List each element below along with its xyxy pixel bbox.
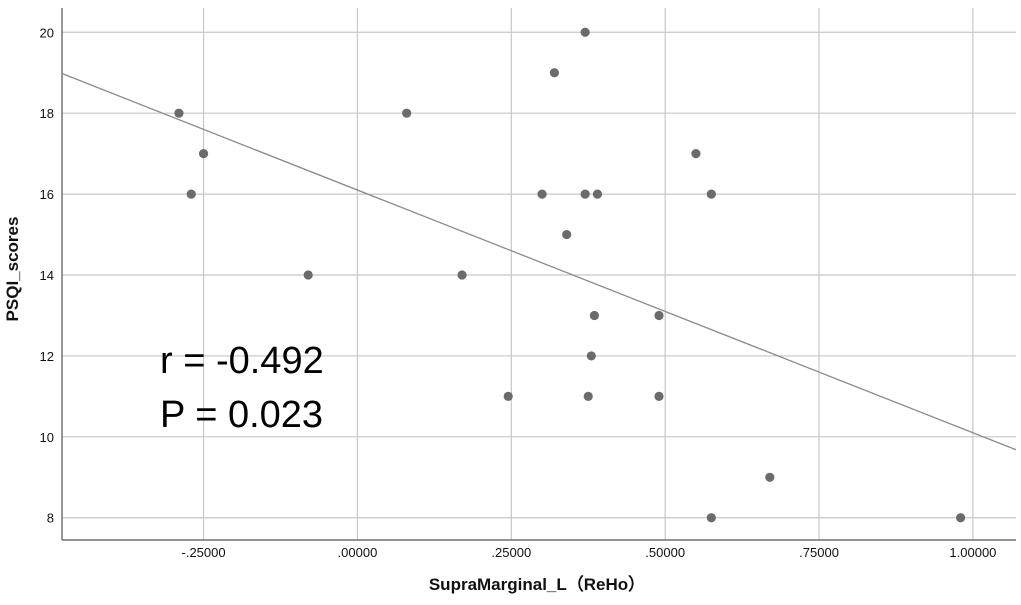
y-tick-label: 8 (47, 511, 54, 526)
x-tick-label: .25000 (491, 545, 531, 560)
y-tick-label: 12 (40, 349, 54, 364)
data-point (589, 310, 599, 321)
data-point (537, 189, 547, 199)
data-point (457, 270, 467, 280)
data-point (765, 472, 775, 482)
data-point (956, 513, 966, 523)
fit-line-group (61, 72, 1017, 451)
x-tick-label: 1.00000 (949, 545, 996, 560)
grid-lines (62, 8, 1016, 540)
correlation-annotation: r = -0.492 (160, 340, 324, 382)
plot-frame (61, 8, 1016, 541)
y-axis-title: PSQI_scores (3, 217, 22, 322)
data-point (586, 351, 596, 361)
data-point (706, 189, 716, 199)
data-point (580, 27, 590, 37)
x-axis-title: SupraMarginal_L（ReHo） (429, 574, 645, 594)
x-tick-label: .75000 (799, 545, 839, 560)
y-tick-label: 20 (40, 25, 54, 40)
y-tick-label: 14 (40, 268, 54, 283)
data-point (562, 229, 572, 240)
data-point (592, 189, 603, 199)
y-tick-label: 18 (40, 106, 54, 121)
data-point (186, 189, 196, 199)
x-tick-label: .50000 (645, 545, 685, 560)
y-tick-label: 16 (40, 187, 54, 202)
data-point (303, 270, 313, 280)
p-value-annotation: P = 0.023 (160, 394, 323, 436)
data-point (402, 108, 412, 118)
data-points (174, 27, 966, 523)
regression-line (61, 72, 1017, 451)
y-tick-label: 10 (40, 430, 54, 445)
data-point (503, 391, 513, 401)
data-point (549, 68, 559, 78)
data-point (580, 189, 590, 199)
data-point (691, 149, 701, 159)
x-tick-label: -.25000 (182, 545, 226, 560)
data-point (174, 108, 184, 118)
tick-labels: -.25000 .00000 .25000 .50000 .75000 1.00000 8 1… (40, 25, 997, 560)
data-point (583, 391, 593, 401)
data-point (706, 513, 716, 523)
data-point (198, 149, 209, 159)
data-point (654, 310, 664, 321)
x-tick-label: .00000 (338, 545, 378, 560)
data-point (654, 391, 664, 401)
